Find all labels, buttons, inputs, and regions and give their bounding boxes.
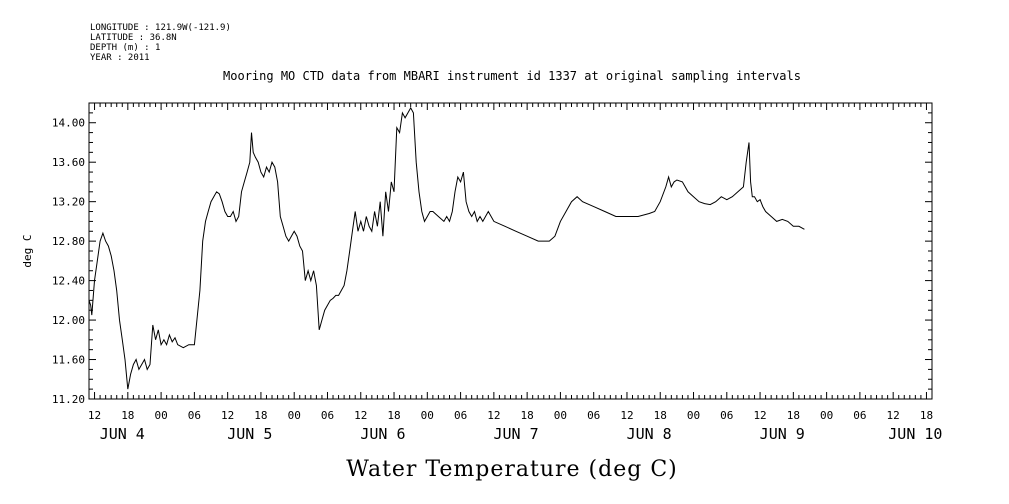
- day-label: JUN 7: [493, 425, 538, 443]
- x-tick-label: 18: [787, 409, 800, 422]
- y-axis-label: deg C: [21, 234, 34, 267]
- day-label: JUN 4: [100, 425, 145, 443]
- x-tick-label: 00: [687, 409, 700, 422]
- temperature-series-line: [88, 106, 805, 390]
- x-tick-label: 18: [521, 409, 534, 422]
- y-tick-label: 13.20: [52, 196, 85, 209]
- x-tick-label: 06: [454, 409, 467, 422]
- x-tick-label: 18: [121, 409, 134, 422]
- x-tick-label: 00: [154, 409, 167, 422]
- x-tick-label: 18: [920, 409, 933, 422]
- day-label: JUN 10: [888, 425, 942, 443]
- x-tick-label: 00: [288, 409, 301, 422]
- latitude-label: LATITUDE : 36.8N: [90, 33, 177, 43]
- y-tick-label: 11.60: [52, 354, 85, 367]
- y-tick-label: 12.00: [52, 314, 85, 327]
- y-tick-labels: 11.20 11.60 12.00 12.40 12.80 13.20 13.60 14.00: [52, 117, 85, 406]
- day-label: JUN 5: [227, 425, 272, 443]
- y-tick-label: 11.20: [52, 393, 85, 406]
- day-label: JUN 9: [760, 425, 805, 443]
- y-tick-label: 13.60: [52, 156, 85, 169]
- day-label: JUN 6: [360, 425, 405, 443]
- x-tick-label: 06: [321, 409, 334, 422]
- x-tick-label: 00: [421, 409, 434, 422]
- day-label: JUN 8: [627, 425, 672, 443]
- x-tick-label: 12: [221, 409, 234, 422]
- x-axis-label: Water Temperature (deg C): [346, 457, 678, 482]
- x-tick-label: 12: [620, 409, 633, 422]
- x-tick-label: 00: [820, 409, 833, 422]
- x-tick-label: 00: [554, 409, 567, 422]
- x-tick-label: 18: [654, 409, 667, 422]
- x-tick-label: 06: [853, 409, 866, 422]
- longitude-label: LONGITUDE : 121.9W(-121.9): [90, 23, 231, 33]
- depth-label: DEPTH (m) : 1: [90, 43, 160, 53]
- x-tick-label: 06: [720, 409, 733, 422]
- y-tick-label: 12.40: [52, 275, 85, 288]
- x-tick-label: 18: [387, 409, 400, 422]
- x-tick-label: 12: [753, 409, 766, 422]
- x-tick-label: 12: [887, 409, 900, 422]
- x-tick-label: 12: [354, 409, 367, 422]
- chart-title: Mooring MO CTD data from MBARI instrumen…: [223, 69, 801, 83]
- year-label: YEAR : 2011: [90, 53, 150, 63]
- plot-frame: [88, 102, 933, 400]
- x-tick-labels: 12 18 00 06 12 18 00 06 12 18 00 06 12 18 00 06 12 18 00 06…: [88, 409, 933, 422]
- x-tick-label: 12: [487, 409, 500, 422]
- x-tick-label: 12: [88, 409, 101, 422]
- axis-ticks: [88, 102, 933, 400]
- y-tick-label: 14.00: [52, 117, 85, 130]
- y-tick-label: 12.80: [52, 235, 85, 248]
- x-tick-label: 06: [587, 409, 600, 422]
- day-labels: JUN 4 JUN 5 JUN 6 JUN 7 JUN 8 JUN 9 JUN 10: [100, 425, 943, 443]
- x-tick-label: 18: [254, 409, 267, 422]
- x-tick-label: 06: [188, 409, 201, 422]
